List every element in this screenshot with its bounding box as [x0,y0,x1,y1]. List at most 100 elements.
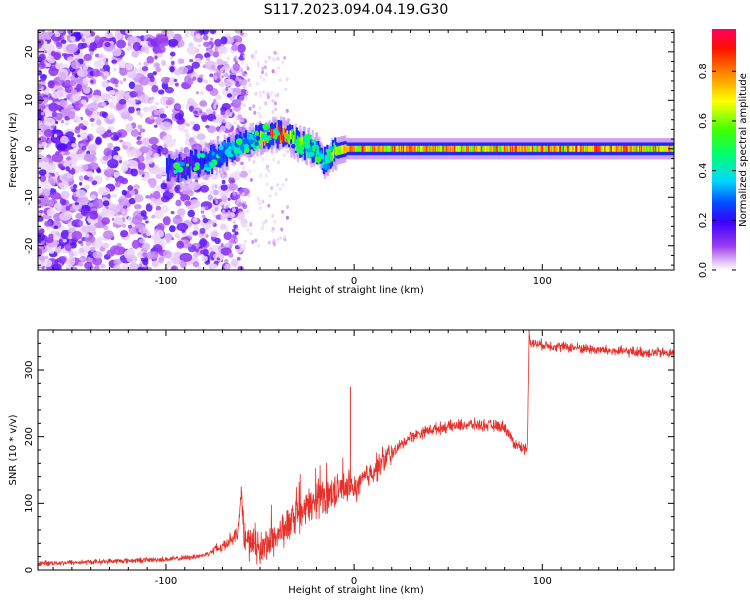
ridge-core [480,145,482,152]
spectral-blob [120,111,131,120]
spectral-blob [145,220,149,224]
spectral-blob [281,209,285,214]
ridge-core [352,145,355,152]
spectral-blob [242,166,246,171]
spectral-blob [246,189,250,194]
ridge-core [603,145,606,152]
spectral-blob [99,263,106,269]
ridge-core [582,145,585,152]
spectral-blob [103,225,109,230]
ridge-core [501,145,504,152]
spectral-blob [131,215,143,225]
colorbar-gradient [712,29,736,270]
ridge-band [255,125,258,141]
spectral-blob [166,260,172,267]
spectral-blob [273,57,277,62]
spectral-blob [136,110,141,116]
spectral-blob [74,126,81,134]
spectral-blob [70,241,77,249]
ridge-core [515,145,518,152]
spectral-blob [173,78,178,82]
ridge-blob [310,142,315,146]
x-tick-label: -100 [155,276,178,287]
spectral-blob [42,105,46,109]
spectral-blob [44,259,53,268]
spectral-blob [223,231,232,241]
spectral-blob [81,37,86,43]
ridge-core [656,145,658,152]
spectral-blob [271,214,275,219]
spectral-blob [106,168,115,175]
ridge-core [579,145,582,152]
spectral-blob [128,105,135,114]
ridge-band [240,136,243,152]
spectral-blob [80,33,84,37]
ridge-core [610,145,612,152]
ridge-core [562,145,564,152]
ridge-core [613,145,616,152]
ridge-core [199,155,202,165]
ridge-core [236,141,239,151]
spectral-blob [75,212,84,220]
spectral-blob [38,154,45,163]
spectral-blob [44,220,52,227]
spectral-blob [205,84,214,92]
spectral-blob [43,117,56,127]
spectral-blob [123,77,127,82]
ridge-core [248,134,251,143]
spectral-blob [70,186,74,190]
spectral-blob [107,155,113,160]
ridge-core [578,145,580,152]
spectral-blob [82,78,90,85]
spectral-blob [77,261,83,267]
spectral-blob [270,91,274,96]
ridge-core [595,145,598,152]
ridge-core [516,145,519,152]
spectral-blob [101,111,109,119]
spectral-blob [241,192,245,197]
spectral-blob [232,228,236,233]
ridge-core [576,145,578,152]
ridge-core [538,145,541,152]
spectral-blob [215,200,219,205]
spectral-blob [222,194,226,199]
ridge-core [407,145,410,152]
ridge-core [458,145,461,152]
spectral-blob [83,184,91,190]
spectral-blob [184,132,190,138]
spectral-blob [68,110,76,120]
spectral-blob [253,110,257,115]
ridge-core [478,145,481,152]
spectral-blob [238,170,242,175]
spectral-blob [94,35,101,43]
ridge-core [510,145,513,152]
spectral-blob [159,121,173,131]
spectral-blob [139,128,146,133]
spectral-blob [249,177,253,182]
spectral-blob [125,47,130,52]
spectral-blob [138,76,150,86]
spectral-blob [199,30,210,35]
ridge-core [598,145,601,152]
spectral-blob [227,197,231,201]
ridge-core [575,145,578,152]
ridge-band [254,132,257,149]
spectral-blob [191,61,200,69]
spectral-blob [165,105,169,109]
spectral-blob [277,65,281,70]
spectral-blob [239,161,244,166]
ridge-band [331,139,335,156]
spectral-blob [235,200,239,205]
ridge-core [253,141,256,151]
ridge-core [639,145,641,152]
ridge-core [469,145,472,152]
spectral-blob [123,205,128,209]
ridge-core [223,146,226,155]
spectral-blob [137,124,143,130]
spectral-blob [170,211,175,215]
spectral-blob [39,195,50,205]
spectral-blob [149,179,157,189]
spectral-blob [108,89,116,96]
ridge-core [339,145,341,155]
spectral-blob [197,77,203,83]
